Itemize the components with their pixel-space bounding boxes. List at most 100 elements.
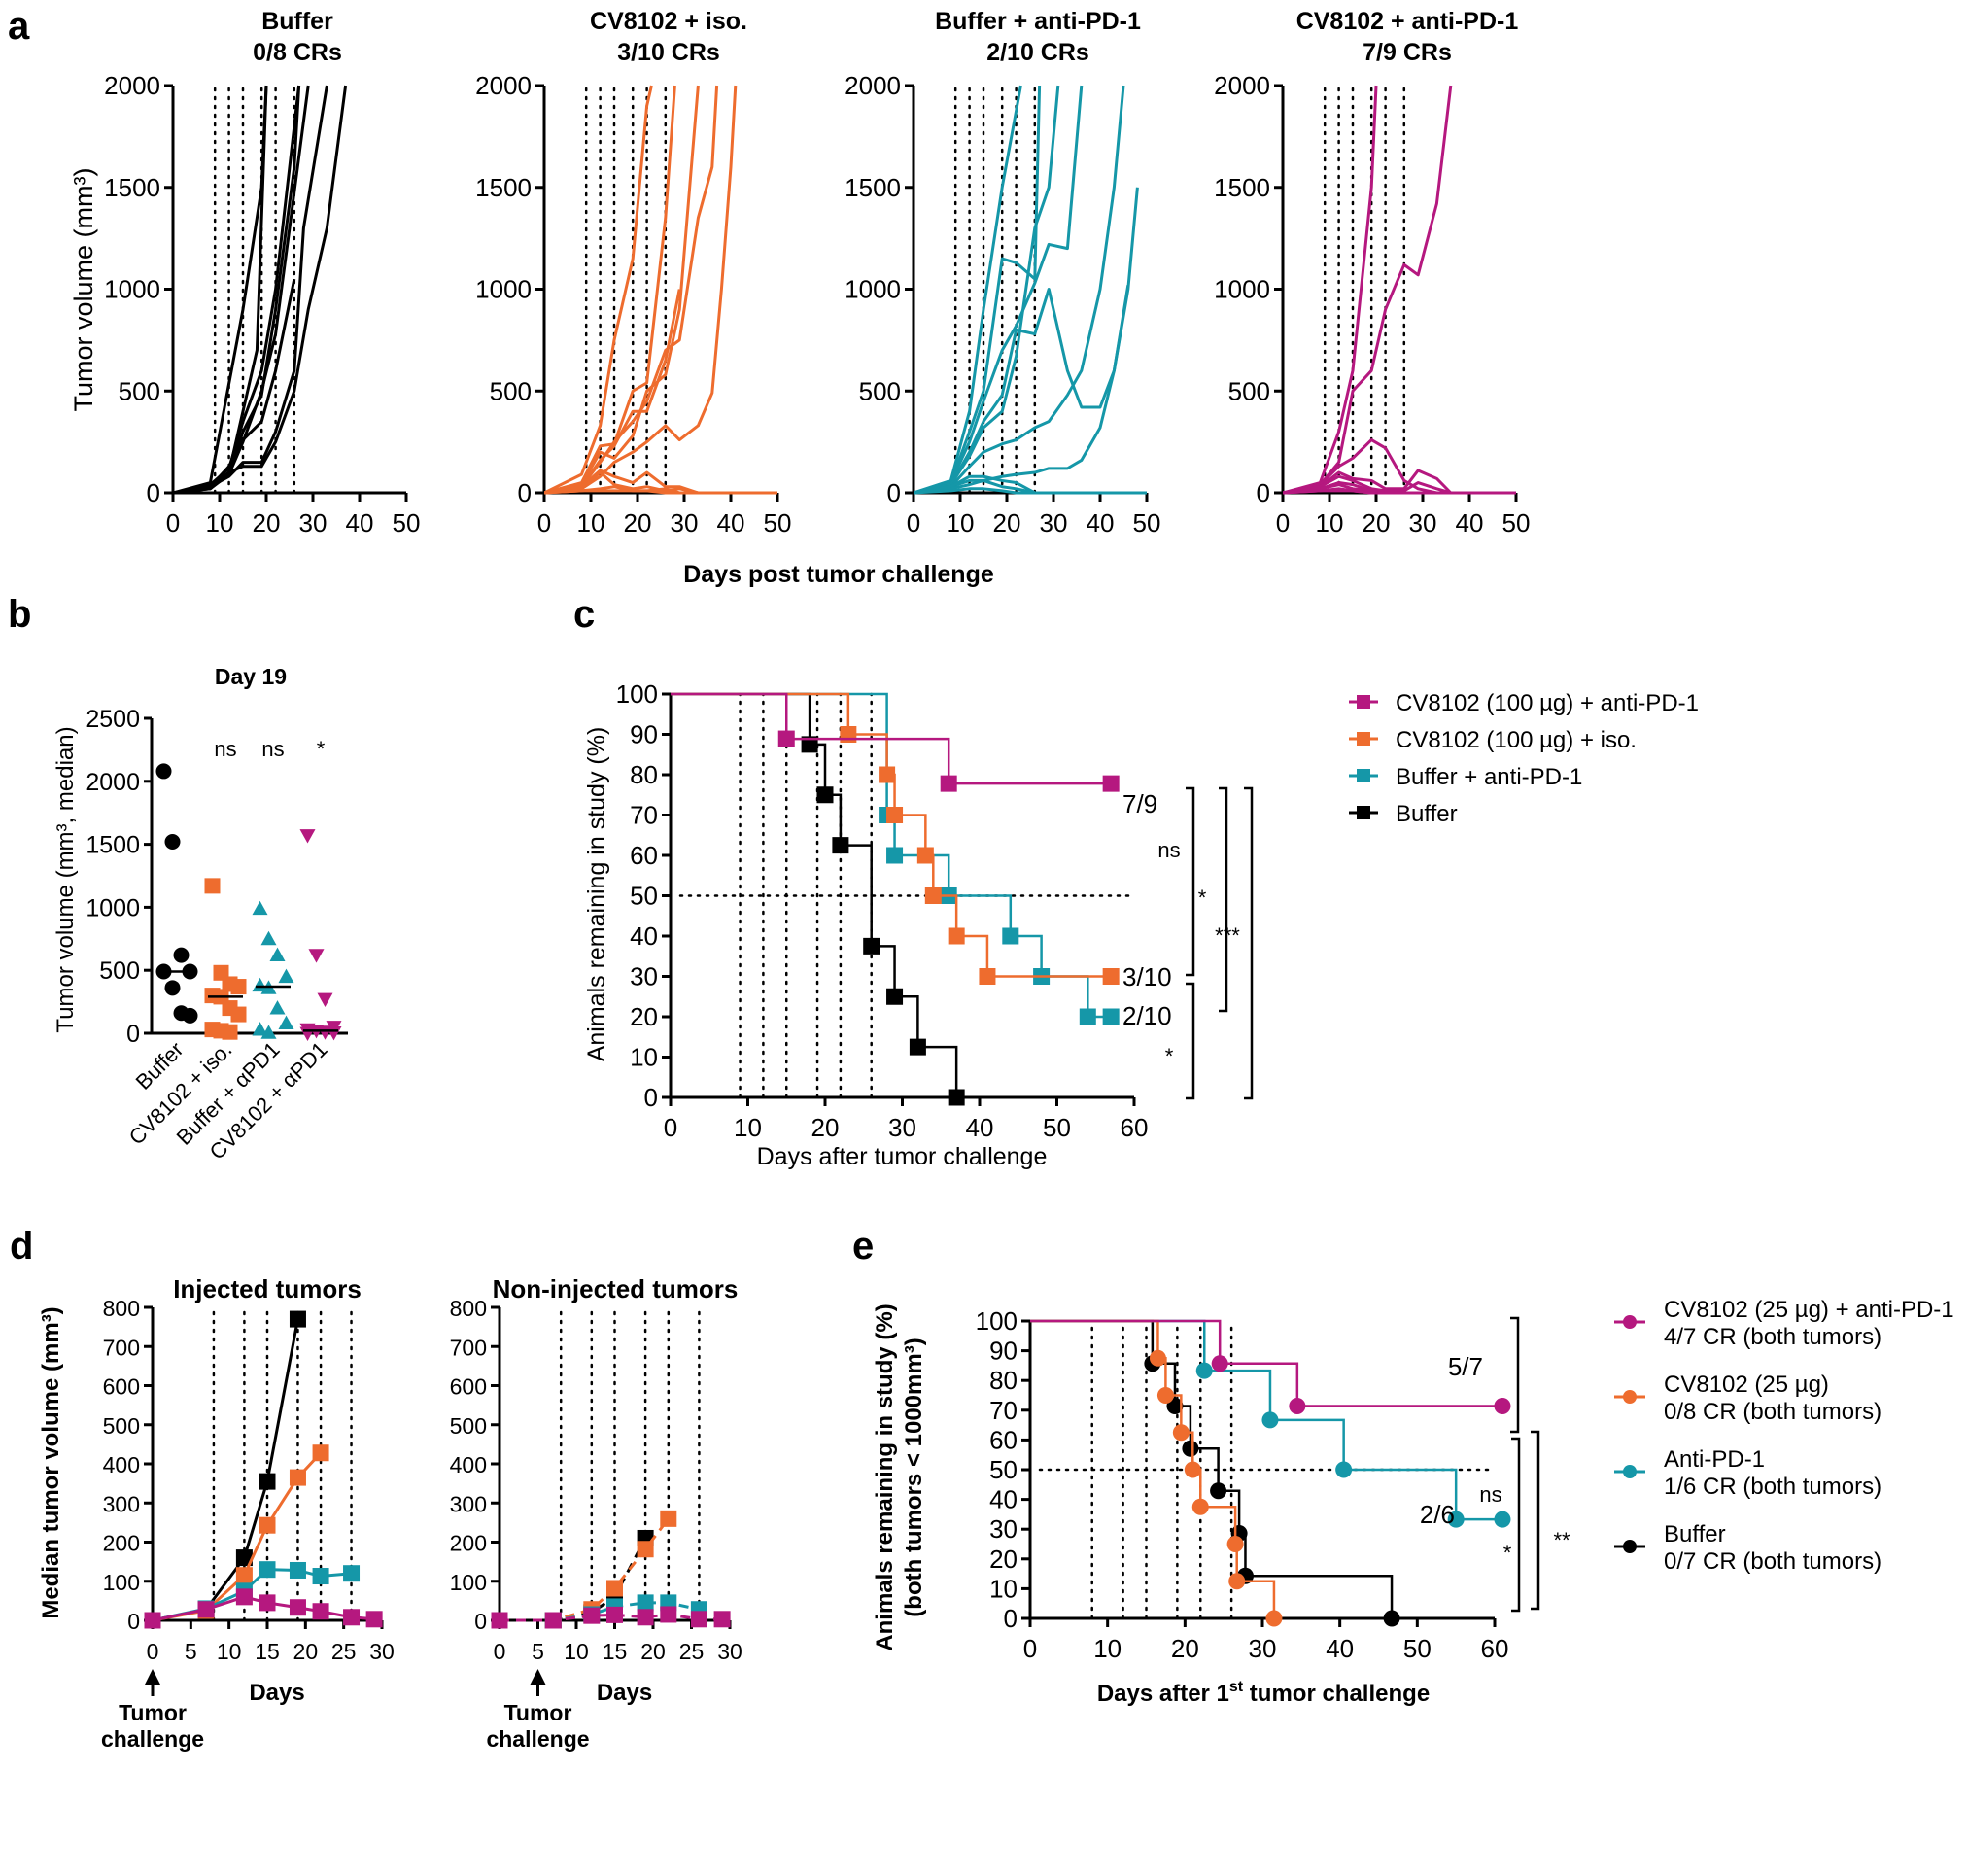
data-point	[801, 736, 818, 753]
y-tick-label: 20	[989, 1545, 1018, 1574]
x-tick-label: 15	[255, 1639, 280, 1664]
y-tick-label: 1000	[1214, 275, 1270, 304]
data-point	[343, 1609, 361, 1626]
bracket-ns: ns	[1157, 786, 1195, 977]
data-point	[637, 1594, 654, 1612]
data-point	[637, 1541, 654, 1558]
significance-label: *	[1165, 1044, 1174, 1068]
tumor-growth-line	[173, 278, 296, 495]
data-point	[1166, 1398, 1184, 1415]
data-point	[1623, 1465, 1637, 1478]
tumor-growth-line	[914, 85, 1022, 495]
y-tick-label: 50	[630, 882, 658, 911]
data-point	[1149, 1349, 1166, 1367]
y-tick-label: 2000	[475, 71, 532, 100]
legend-sublabel: 1/6 CR (both tumors)	[1664, 1474, 1881, 1500]
y-axis-title: Animals remaining in study (%)	[583, 727, 610, 1062]
data-point	[278, 1015, 294, 1030]
x-tick-label: 50	[393, 508, 421, 538]
tumor-growth-line	[1283, 438, 1516, 495]
x-tick-label: 10	[1316, 508, 1344, 538]
data-point	[164, 980, 181, 996]
data-point	[1002, 927, 1019, 945]
annotation-line1: Tumor	[119, 1700, 187, 1725]
x-tick-label: 30	[717, 1639, 742, 1664]
y-tick-label: 500	[859, 376, 901, 405]
x-tick-label: 5	[532, 1639, 544, 1664]
x-tick-label: 25	[331, 1639, 357, 1664]
y-tick-label: 700	[103, 1335, 140, 1360]
data-point	[365, 1611, 383, 1628]
data-point	[816, 786, 834, 804]
y-tick-label: 2000	[1214, 71, 1270, 100]
data-point	[909, 1038, 926, 1056]
tumor-growth-line	[544, 85, 676, 495]
data-point	[289, 1310, 306, 1328]
data-point	[259, 1561, 276, 1579]
x-tick-label: 20	[811, 1113, 840, 1142]
y-tick-label: 300	[103, 1491, 140, 1516]
survival-step-line	[1030, 1319, 1502, 1407]
y-tick-label: 0	[1004, 1604, 1018, 1633]
legend-label: Buffer	[1664, 1521, 1726, 1547]
legend-label: CV8102 (25 µg)	[1664, 1372, 1829, 1398]
data-point	[259, 1516, 276, 1534]
subplot-title: CV8102 + iso.	[590, 8, 747, 35]
subplot-title: CV8102 + anti-PD-1	[1296, 8, 1519, 35]
x-tick-label: 0	[1023, 1634, 1037, 1663]
tumor-growth-line	[1283, 469, 1516, 495]
data-point	[777, 730, 795, 747]
y-tick-label: 1500	[475, 173, 532, 202]
y-tick-label: 0	[474, 1609, 487, 1634]
x-tick-label: 40	[1326, 1634, 1354, 1663]
data-point	[1335, 1461, 1353, 1478]
y-tick-label: 500	[103, 1413, 140, 1439]
x-tick-label: 20	[993, 508, 1021, 538]
data-point	[1623, 1315, 1637, 1329]
y-tick-label: 200	[450, 1531, 487, 1556]
data-point	[1195, 1362, 1213, 1379]
series-group	[914, 85, 1147, 495]
y-tick-label: 10	[630, 1043, 658, 1072]
x-tick-label: 30	[1040, 508, 1068, 538]
y-tick-label: 600	[450, 1374, 487, 1400]
x-tick-label: 0	[1276, 508, 1290, 538]
y-tick-label: 700	[450, 1335, 487, 1360]
data-point	[1623, 1540, 1637, 1553]
data-point	[886, 847, 904, 864]
data-point	[491, 1612, 508, 1629]
significance-label: ns	[261, 737, 284, 761]
data-point	[1172, 1424, 1190, 1442]
data-point	[1226, 1536, 1244, 1552]
tumor-growth-line	[914, 85, 1042, 495]
y-tick-label: 2000	[86, 769, 140, 796]
x-tick-label: 50	[764, 508, 792, 538]
x-axis-title: Days post tumor challenge	[683, 561, 994, 588]
x-tick-label: 10	[206, 508, 234, 538]
panel-label: c	[573, 593, 595, 636]
tumor-growth-line	[544, 85, 719, 495]
scatter-group-1: Buffer	[131, 763, 198, 1094]
significance-bracket	[1511, 1437, 1521, 1613]
y-tick-label: 50	[989, 1455, 1018, 1484]
significance-label: *	[1503, 1541, 1512, 1565]
y-tick-label: 0	[887, 478, 901, 507]
x-tick-label: 20	[1363, 508, 1391, 538]
y-tick-label: 300	[450, 1491, 487, 1516]
significance-label: **	[1553, 1528, 1570, 1552]
data-point	[260, 1025, 277, 1039]
y-tick-label: 40	[989, 1485, 1018, 1514]
legend-label: Buffer + anti-PD-1	[1396, 764, 1582, 790]
data-point	[1357, 732, 1370, 746]
chart-title: Injected tumors	[173, 1274, 362, 1303]
data-point	[312, 1444, 329, 1462]
data-point	[289, 1599, 306, 1616]
data-point	[1191, 1498, 1209, 1515]
group-count-label: 2/6	[1420, 1500, 1455, 1529]
tumor-growth-line	[1283, 474, 1516, 495]
chart-title: Day 19	[215, 664, 287, 689]
y-tick-label: 0	[644, 1083, 658, 1112]
tumor-growth-line	[544, 470, 777, 495]
legend-e: CV8102 (25 µg) + anti-PD-14/7 CR (both t…	[1614, 1297, 1954, 1575]
x-tick-label: 5	[185, 1639, 197, 1664]
